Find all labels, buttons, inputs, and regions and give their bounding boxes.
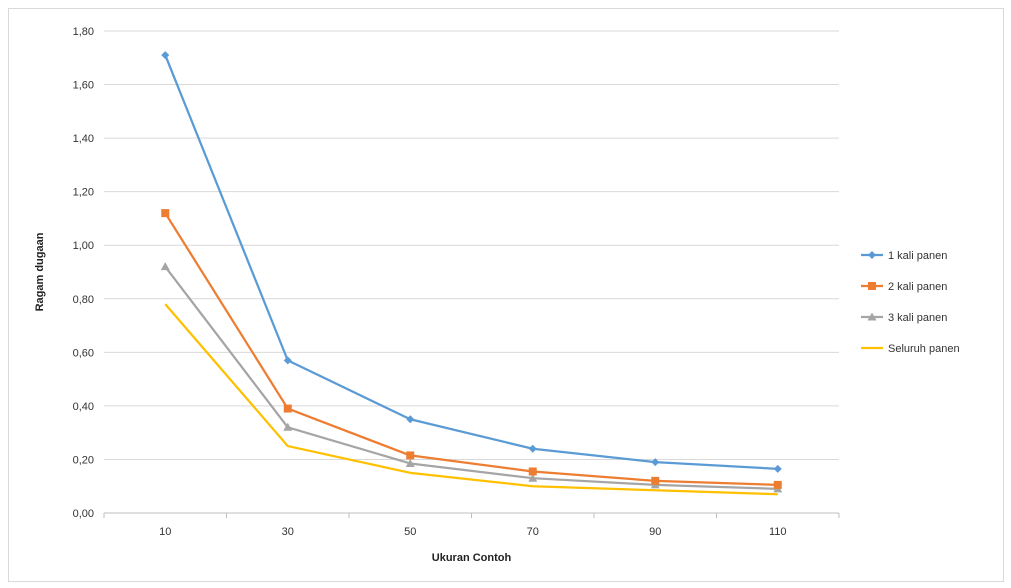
- series-line: [164, 212, 778, 487]
- data-point: [528, 444, 537, 453]
- x-axis-title: Ukuran Contoh: [432, 552, 512, 564]
- x-tick-label: 10: [159, 526, 171, 538]
- legend-label: Seluruh panen: [888, 343, 960, 355]
- series-lines: [160, 51, 783, 496]
- y-tick-label: 0,40: [73, 401, 94, 413]
- legend-marker: [868, 251, 876, 259]
- series-line: [164, 303, 778, 496]
- y-tick-label: 1,20: [73, 187, 94, 199]
- y-tick-label: 1,60: [73, 80, 94, 92]
- data-point: [405, 458, 415, 467]
- series-seluruh-panen: [164, 303, 778, 496]
- legend-marker: [867, 312, 877, 321]
- legend-item: 1 kali panen: [861, 250, 947, 262]
- gridlines: [104, 30, 839, 460]
- y-tick-label: 0,00: [73, 508, 94, 520]
- data-point: [283, 356, 292, 365]
- y-axis-title: Ragam dugaan: [34, 232, 46, 311]
- x-tick-label: 50: [404, 526, 416, 538]
- legend-item: 2 kali panen: [861, 281, 947, 293]
- y-tick-labels: 0,00 0,20 0,40 0,60 0,80 1,00 1,20 1,40 1,60 1,80: [73, 26, 94, 520]
- data-point: [528, 473, 538, 482]
- legend-label: 1 kali panen: [888, 250, 947, 262]
- data-point: [283, 422, 293, 431]
- x-tick-label: 30: [282, 526, 294, 538]
- data-point: [160, 262, 170, 271]
- series-line: [164, 54, 778, 470]
- legend-marker: [868, 282, 876, 290]
- series-line: [164, 265, 778, 491]
- legend-label: 3 kali panen: [888, 312, 947, 324]
- y-tick-label: 0,60: [73, 347, 94, 359]
- series-2-kali-panen: [161, 209, 782, 489]
- data-point: [528, 467, 537, 476]
- data-point: [773, 480, 782, 489]
- data-point: [651, 476, 660, 485]
- data-point: [406, 451, 415, 460]
- y-tick-label: 1,40: [73, 133, 94, 145]
- data-point: [161, 51, 170, 60]
- line-chart: 0,00 0,20 0,40 0,60 0,80 1,00 1,20 1,40 1,60 1,80…: [34, 26, 960, 564]
- data-point: [651, 458, 660, 467]
- y-tick-label: 1,00: [73, 240, 94, 252]
- legend-label: 2 kali panen: [888, 281, 947, 293]
- data-point: [406, 415, 415, 424]
- y-tick-label: 0,20: [73, 454, 94, 466]
- legend-item: 3 kali panen: [861, 312, 947, 324]
- legend-item: Seluruh panen: [861, 343, 960, 355]
- x-tick-labels: 10 30 50 70 90 110: [159, 526, 786, 538]
- chart-frame: 0,00 0,20 0,40 0,60 0,80 1,00 1,20 1,40 1,60 1,80…: [8, 8, 1004, 582]
- y-tick-label: 1,80: [73, 26, 94, 38]
- x-tick-label: 90: [649, 526, 661, 538]
- data-point: [161, 209, 170, 218]
- y-tick-label: 0,80: [73, 294, 94, 306]
- series-1-kali-panen: [161, 51, 782, 473]
- data-point: [773, 464, 782, 473]
- axes: [103, 512, 840, 518]
- series-3-kali-panen: [160, 262, 783, 493]
- data-point: [283, 404, 292, 413]
- x-tick-label: 110: [769, 526, 787, 538]
- legend: 1 kali panen 2 kali panen 3 kali panen Selu…: [861, 250, 960, 355]
- x-tick-label: 70: [527, 526, 539, 538]
